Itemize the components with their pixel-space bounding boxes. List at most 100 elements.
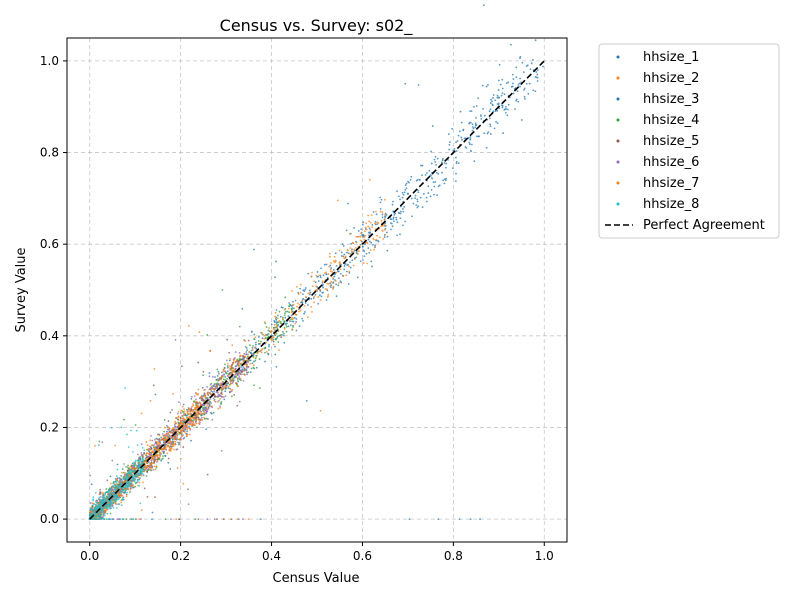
data-point	[375, 213, 378, 216]
data-point	[120, 426, 123, 429]
data-point	[408, 181, 410, 184]
data-point	[181, 422, 184, 425]
data-point	[130, 429, 132, 432]
data-point	[246, 349, 249, 351]
data-point	[316, 271, 319, 273]
data-point	[209, 383, 212, 386]
data-point	[357, 253, 359, 255]
chart-title: Census vs. Survey: s02_	[220, 16, 414, 36]
data-point	[246, 373, 249, 376]
data-point	[221, 375, 224, 378]
data-point	[291, 328, 294, 331]
data-point	[93, 503, 96, 506]
data-point	[209, 397, 212, 400]
data-point	[150, 434, 152, 437]
data-point	[145, 475, 148, 477]
data-point	[100, 491, 103, 494]
data-point	[135, 429, 138, 432]
data-point	[385, 214, 388, 216]
data-point	[119, 484, 121, 487]
data-point	[247, 518, 250, 520]
data-point	[173, 436, 176, 439]
data-point	[428, 169, 431, 172]
data-point	[112, 518, 115, 520]
data-point	[490, 98, 492, 101]
data-point	[267, 349, 270, 351]
data-point	[380, 220, 383, 222]
data-point	[330, 262, 333, 264]
data-point	[146, 465, 148, 468]
data-point	[178, 518, 181, 520]
x-tick-label: 0.0	[80, 549, 99, 563]
data-point	[161, 458, 164, 461]
data-point	[205, 412, 207, 414]
data-point	[105, 497, 108, 500]
data-point	[252, 344, 254, 347]
data-point	[109, 495, 112, 498]
data-point	[348, 270, 351, 273]
data-point	[155, 454, 158, 457]
data-point	[485, 85, 488, 88]
data-point	[206, 518, 209, 520]
data-point	[332, 278, 335, 280]
data-point	[140, 471, 143, 474]
data-point	[149, 439, 152, 442]
data-point	[137, 473, 140, 476]
data-point	[230, 395, 233, 398]
data-point	[215, 391, 218, 394]
data-point	[515, 99, 517, 102]
data-point	[125, 483, 128, 486]
data-point	[284, 316, 287, 319]
data-point	[279, 315, 282, 318]
data-point	[274, 318, 277, 320]
data-point	[457, 134, 460, 137]
data-point	[178, 431, 181, 434]
data-point	[469, 143, 471, 145]
data-point	[120, 501, 123, 504]
data-point	[332, 260, 335, 262]
data-point	[178, 441, 181, 444]
data-point	[225, 372, 228, 375]
data-point	[164, 454, 167, 457]
data-point	[263, 334, 266, 337]
data-point	[93, 506, 96, 509]
data-point	[414, 197, 417, 200]
data-point	[237, 365, 240, 368]
data-point	[371, 223, 374, 226]
data-point	[162, 436, 165, 439]
data-point	[298, 310, 300, 313]
data-point	[227, 385, 230, 388]
data-point	[426, 172, 428, 174]
data-point	[206, 397, 209, 399]
data-point	[302, 289, 305, 292]
data-point	[447, 133, 450, 136]
data-point	[220, 449, 223, 452]
data-point	[443, 182, 446, 185]
data-point	[186, 488, 189, 491]
data-point	[99, 504, 102, 507]
data-point	[296, 305, 299, 308]
data-point	[165, 424, 168, 427]
data-point	[141, 446, 144, 449]
data-point	[340, 251, 343, 254]
data-point	[197, 405, 200, 408]
data-point	[89, 474, 92, 477]
data-point	[220, 400, 223, 403]
data-point	[470, 143, 473, 146]
data-point	[195, 398, 197, 401]
data-point	[374, 222, 376, 225]
data-point	[437, 172, 440, 175]
data-point	[109, 492, 112, 494]
data-point	[188, 425, 190, 428]
data-point	[235, 360, 238, 363]
data-point	[162, 455, 164, 458]
data-point	[253, 333, 256, 336]
data-point	[238, 351, 241, 354]
data-point	[238, 360, 241, 363]
data-point	[154, 468, 157, 471]
data-point	[289, 324, 292, 327]
data-point	[174, 443, 177, 446]
data-point	[519, 77, 521, 80]
data-point	[203, 412, 206, 414]
data-point	[132, 450, 134, 453]
